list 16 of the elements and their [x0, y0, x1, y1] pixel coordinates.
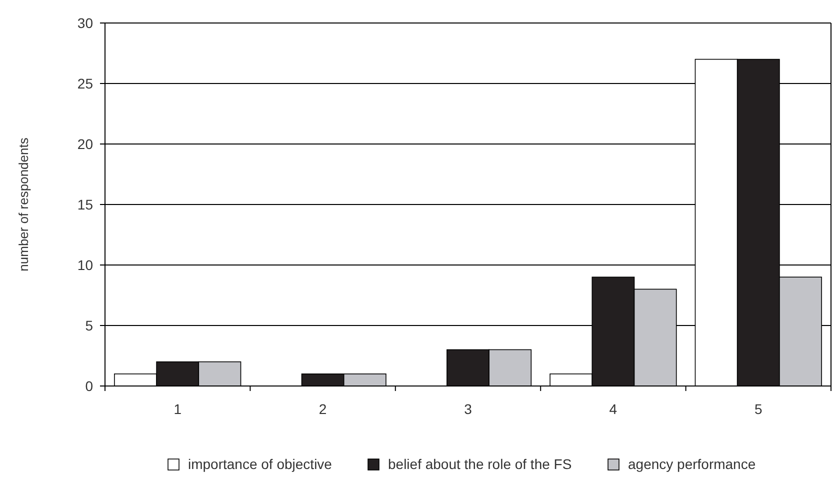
- legend-label: agency performance: [628, 456, 756, 472]
- x-tick-label: 3: [464, 401, 472, 417]
- y-tick-label: 20: [77, 136, 94, 152]
- x-tick-label: 5: [754, 401, 762, 417]
- y-tick-label: 25: [77, 76, 94, 92]
- y-axis-title: number of respondents: [16, 137, 31, 272]
- y-tick-label: 0: [85, 378, 94, 394]
- y-tick-label: 15: [77, 196, 94, 212]
- y-tick-label: 5: [85, 318, 94, 334]
- y-tick-label: 10: [77, 257, 94, 273]
- y-tick-label: 30: [77, 15, 94, 31]
- legend-label: importance of objective: [188, 456, 332, 472]
- x-tick-label: 2: [318, 401, 327, 417]
- x-tick-label: 4: [609, 401, 618, 417]
- x-tick-label: 1: [174, 401, 182, 417]
- legend-label: belief about the role of the FS: [388, 456, 572, 472]
